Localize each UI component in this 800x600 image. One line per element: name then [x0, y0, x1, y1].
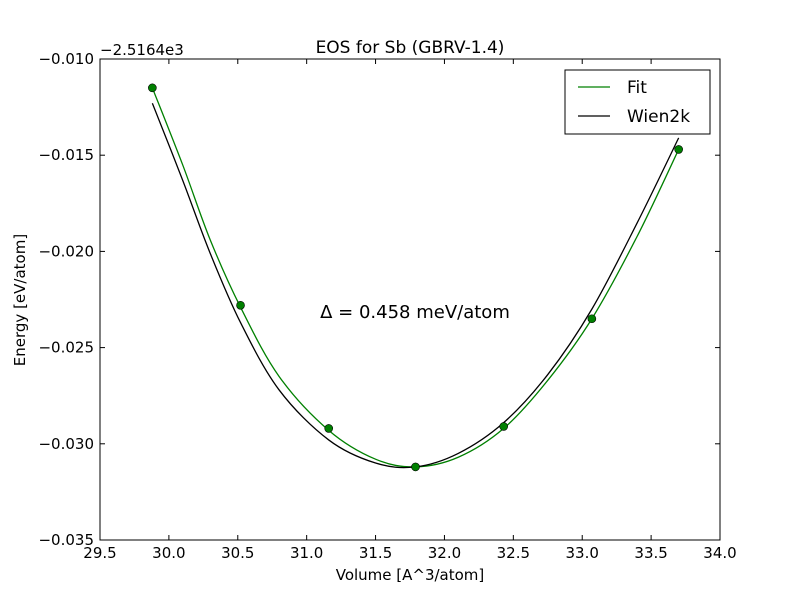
y-tick-label: −0.030	[38, 435, 94, 453]
x-tick-label: 33.5	[634, 544, 667, 562]
x-tick-label: 30.5	[221, 544, 254, 562]
x-tick-label: 34.0	[703, 544, 736, 562]
x-axis-label: Volume [A^3/atom]	[336, 566, 485, 584]
x-tick-label: 33.0	[566, 544, 599, 562]
legend: Fit Wien2k	[564, 69, 711, 135]
legend-label-fit: Fit	[627, 78, 647, 98]
y-ticks: −0.010 −0.015 −0.020 −0.025 −0.030 −0.035	[38, 50, 720, 549]
axes-frame	[99, 58, 721, 541]
x-tick-label: 29.5	[83, 544, 116, 562]
delta-annotation: Δ = 0.458 meV/atom	[320, 302, 510, 323]
legend-label-wien2k: Wien2k	[627, 107, 690, 127]
y-tick-label: −0.020	[38, 242, 94, 260]
chart-title: EOS for Sb (GBRV-1.4)	[316, 38, 505, 58]
data-point	[236, 300, 245, 310]
y-offset-label: −2.5164e3	[100, 41, 184, 59]
y-tick-label: −0.025	[38, 339, 94, 357]
x-ticks: 29.5 30.0 30.5 31.0 31.5 32.0 32.5 33.0 33.5 34.0	[83, 59, 737, 562]
series-layer	[148, 83, 683, 472]
x-tick-label: 32.0	[428, 544, 461, 562]
data-point	[674, 145, 683, 154]
series-line-wien2k	[151, 103, 680, 469]
data-point	[324, 424, 334, 433]
x-tick-label: 30.0	[152, 544, 185, 562]
legend-box	[564, 69, 711, 135]
plot-area: 29.5 30.0 30.5 31.0 31.5 32.0 32.5 33.0 33.5 34.0…	[38, 50, 736, 562]
y-tick-label: −0.035	[38, 531, 94, 549]
y-tick-label: −0.015	[38, 146, 94, 164]
x-tick-label: 31.5	[359, 544, 392, 562]
y-tick-label: −0.010	[38, 50, 94, 68]
data-point	[499, 422, 508, 431]
data-point	[587, 314, 597, 324]
data-point	[411, 462, 420, 472]
x-tick-label: 31.0	[290, 544, 323, 562]
y-axis-label: Energy [eV/atom]	[11, 234, 29, 366]
data-point	[148, 83, 157, 93]
x-tick-label: 32.5	[497, 544, 530, 562]
